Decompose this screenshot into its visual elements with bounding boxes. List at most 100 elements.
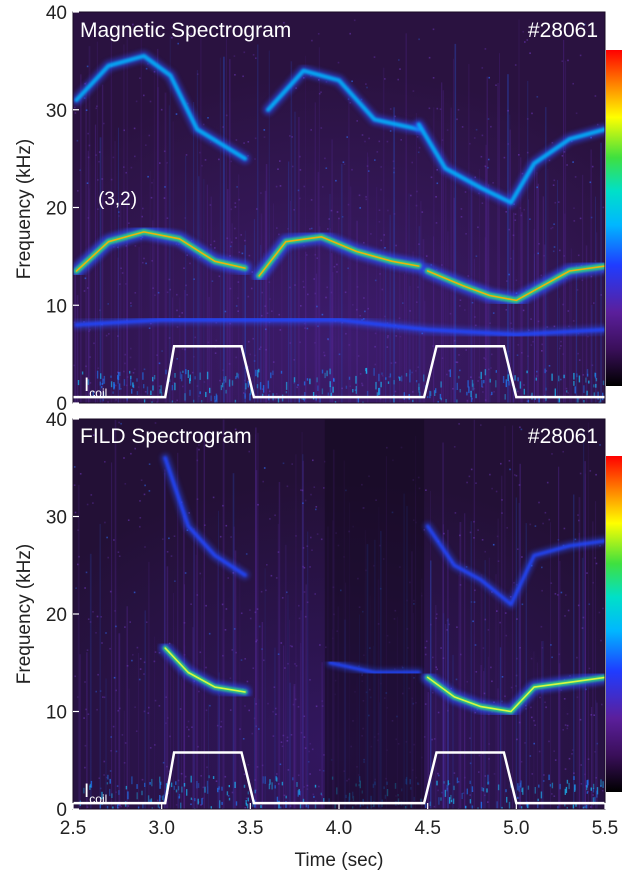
noise-base <box>221 786 223 791</box>
noise-streak <box>119 197 122 403</box>
noise-base <box>465 805 467 809</box>
noise-speckle <box>115 399 117 401</box>
noise-base <box>214 399 216 403</box>
noise-speckle <box>96 708 98 711</box>
noise-streak <box>257 44 259 403</box>
noise-speckle <box>186 294 188 296</box>
noise-streak <box>447 618 449 809</box>
noise-speckle <box>129 356 132 359</box>
noise-base <box>244 393 246 399</box>
noise-speckle <box>458 423 460 425</box>
noise-speckle <box>338 353 341 356</box>
noise-speckle <box>97 179 99 181</box>
noise-base <box>219 800 221 809</box>
noise-base <box>592 797 595 805</box>
noise-speckle <box>289 342 292 344</box>
noise-speckle <box>437 711 440 714</box>
noise-speckle <box>421 211 424 213</box>
noise-streak <box>114 419 117 809</box>
noise-speckle <box>466 399 469 402</box>
y-tick-label: 40 <box>46 410 67 431</box>
noise-streak <box>128 688 130 809</box>
noise-speckle <box>310 199 313 201</box>
noise-speckle <box>560 689 563 691</box>
noise-speckle <box>347 203 350 206</box>
noise-speckle <box>321 313 324 316</box>
noise-base <box>326 370 328 377</box>
noise-speckle <box>361 384 364 387</box>
noise-base <box>565 786 568 794</box>
noise-speckle <box>374 345 376 348</box>
noise-speckle <box>591 165 594 168</box>
noise-speckle <box>464 309 466 311</box>
noise-streak <box>196 447 199 809</box>
noise-base <box>595 383 597 388</box>
noise-base <box>505 379 507 388</box>
noise-speckle <box>520 428 523 431</box>
noise-speckle <box>526 118 529 120</box>
noise-base <box>129 370 131 374</box>
noise-speckle <box>252 54 255 56</box>
noise-speckle <box>367 307 369 310</box>
noise-speckle <box>149 100 152 103</box>
noise-base <box>398 376 400 379</box>
noise-speckle <box>167 717 169 719</box>
noise-speckle <box>538 501 540 504</box>
noise-speckle <box>466 401 469 403</box>
noise-speckle <box>474 589 476 592</box>
noise-speckle <box>302 565 304 568</box>
noise-speckle <box>553 325 556 328</box>
noise-base <box>527 399 530 403</box>
noise-streak <box>430 490 431 809</box>
noise-speckle <box>395 335 398 337</box>
noise-base <box>109 788 111 797</box>
noise-speckle <box>214 247 216 249</box>
noise-base <box>487 774 489 782</box>
noise-speckle <box>198 444 200 446</box>
noise-speckle <box>317 325 319 328</box>
noise-speckle <box>484 794 486 797</box>
noise-streak <box>512 425 514 809</box>
noise-speckle <box>121 734 124 736</box>
noise-speckle <box>133 127 136 130</box>
noise-base <box>143 384 145 389</box>
noise-speckle <box>281 597 284 599</box>
coil-current-trace <box>73 345 605 399</box>
noise-speckle <box>553 223 555 225</box>
noise-base <box>165 369 167 375</box>
noise-base <box>456 399 458 403</box>
noise-speckle <box>490 125 492 128</box>
noise-speckle <box>554 201 557 204</box>
noise-speckle <box>566 164 568 166</box>
noise-speckle <box>446 129 449 131</box>
noise-speckle <box>277 653 280 655</box>
noise-speckle <box>484 358 487 360</box>
noise-speckle <box>140 479 143 481</box>
noise-base <box>171 385 174 391</box>
noise-base <box>228 797 231 801</box>
noise-base <box>107 774 109 780</box>
noise-speckle <box>243 392 245 394</box>
noise-speckle <box>183 654 186 656</box>
noise-speckle <box>378 140 381 143</box>
noise-speckle <box>99 391 101 393</box>
noise-base <box>586 390 588 396</box>
noise-streak <box>221 619 223 809</box>
noise-speckle <box>261 388 264 390</box>
noise-speckle <box>330 209 333 212</box>
noise-speckle <box>378 209 381 211</box>
noise-base <box>215 393 218 402</box>
noise-base <box>574 784 576 792</box>
noise-speckle <box>459 534 461 537</box>
noise-speckle <box>314 593 316 595</box>
noise-speckle <box>467 275 470 277</box>
noise-speckle <box>484 775 487 777</box>
noise-speckle <box>237 281 240 283</box>
noise-speckle <box>303 715 306 718</box>
noise-speckle <box>402 302 404 304</box>
noise-speckle <box>74 675 76 678</box>
noise-streak <box>512 249 514 403</box>
noise-streak <box>203 179 205 403</box>
noise-speckle <box>484 165 487 168</box>
